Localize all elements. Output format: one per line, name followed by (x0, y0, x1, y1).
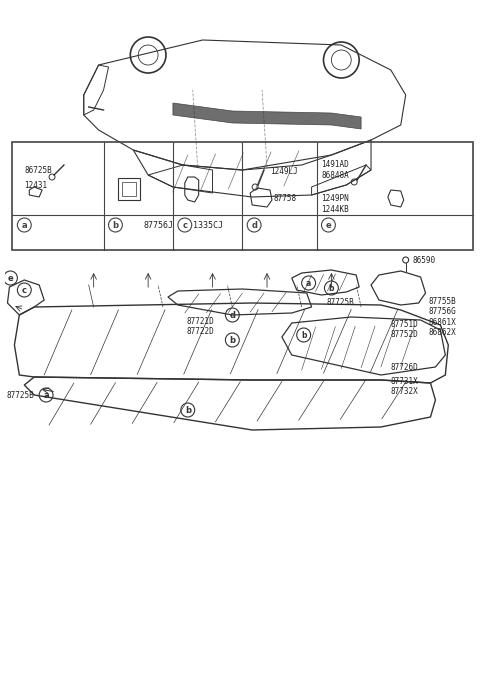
Text: 86725B: 86725B (24, 166, 52, 175)
Text: a: a (22, 221, 27, 229)
Text: b: b (112, 221, 119, 229)
Text: 1244KB: 1244KB (322, 205, 349, 214)
Text: a: a (43, 390, 49, 399)
Text: b: b (301, 330, 306, 340)
Text: 87726D: 87726D (391, 363, 419, 372)
Text: 87751D
87752D: 87751D 87752D (391, 320, 419, 339)
Text: 1491AD: 1491AD (322, 160, 349, 169)
Text: 86590: 86590 (413, 256, 436, 264)
Text: a: a (306, 279, 311, 288)
Text: 87721D
87722D: 87721D 87722D (187, 317, 215, 336)
Text: 86848A: 86848A (322, 171, 349, 179)
Text: 1249LJ: 1249LJ (270, 166, 298, 175)
Polygon shape (173, 103, 361, 129)
Text: 1249PN: 1249PN (322, 193, 349, 203)
Text: 87756J: 87756J (143, 221, 173, 229)
Text: d: d (251, 221, 257, 229)
Text: e: e (8, 273, 13, 282)
Text: b: b (185, 406, 191, 414)
Text: b: b (229, 336, 235, 345)
Text: 87758: 87758 (274, 193, 297, 203)
Text: 87725B: 87725B (6, 390, 34, 399)
Bar (12, 142, 473, 250)
Text: 87725B: 87725B (326, 297, 354, 306)
Text: e: e (325, 221, 331, 229)
Text: c: c (22, 286, 27, 295)
Text: 1335CJ: 1335CJ (192, 221, 223, 229)
Text: 87731X
87732X: 87731X 87732X (391, 377, 419, 397)
Text: 12431: 12431 (24, 181, 48, 190)
Text: b: b (329, 284, 334, 292)
Text: 87755B
87756G
86861X
86862X: 87755B 87756G 86861X 86862X (429, 297, 456, 337)
Text: c: c (182, 221, 187, 229)
Text: d: d (229, 310, 235, 319)
